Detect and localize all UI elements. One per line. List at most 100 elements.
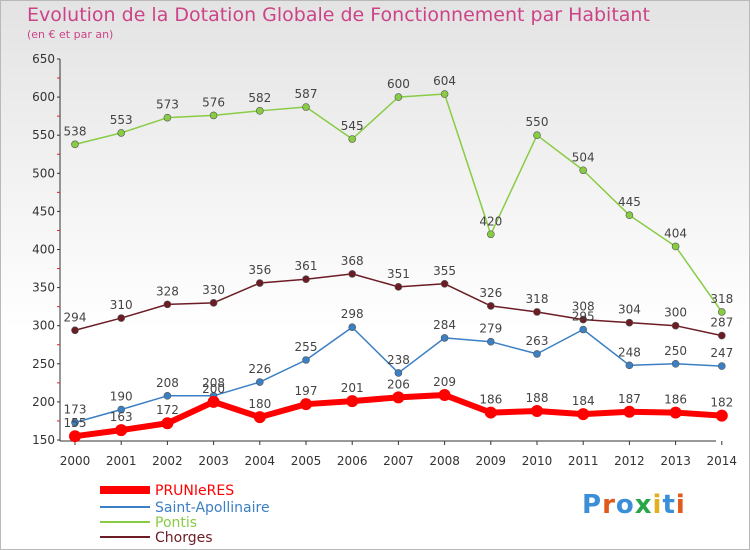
data-point (207, 395, 220, 408)
x-tick-label: 2002 (152, 454, 183, 468)
data-point (671, 242, 680, 251)
data-label: 553 (110, 113, 133, 127)
data-label: 600 (387, 77, 410, 91)
y-tick-label: 600 (32, 90, 55, 104)
data-point (579, 166, 588, 175)
y-tick-label: 250 (32, 357, 55, 371)
data-label: 201 (341, 381, 364, 395)
data-label: 368 (341, 254, 364, 268)
data-label: 200 (202, 382, 225, 396)
data-point (438, 389, 451, 402)
data-point (302, 275, 310, 284)
data-point (69, 430, 81, 443)
data-point (394, 369, 403, 377)
data-label: 172 (156, 403, 179, 417)
data-label: 355 (433, 264, 456, 278)
data-label: 155 (64, 416, 87, 430)
proxiti-logo: Proxiti (582, 490, 686, 520)
x-tick-label: 2005 (291, 454, 322, 468)
x-tick-label: 2010 (522, 454, 553, 468)
data-point (531, 405, 543, 418)
data-point (717, 362, 726, 370)
data-label: 545 (341, 119, 364, 133)
x-tick-label: 2003 (198, 454, 229, 468)
y-tick-label: 350 (32, 281, 55, 295)
data-label: 328 (156, 284, 179, 298)
chart-subtitle: (en € et par an) (27, 28, 114, 41)
data-label: 304 (618, 303, 641, 317)
data-label: 287 (710, 316, 733, 330)
data-point (577, 408, 590, 421)
data-label: 361 (295, 259, 318, 273)
data-point (715, 409, 728, 422)
data-label: 184 (572, 394, 595, 408)
x-tick-label: 2014 (707, 454, 738, 468)
data-point (717, 331, 726, 340)
chart-title: Evolution de la Dotation Globale de Fonc… (27, 4, 650, 26)
data-point (163, 113, 172, 122)
data-label: 186 (479, 393, 502, 407)
logo-text: Proxiti (582, 490, 686, 520)
data-point (486, 337, 495, 346)
data-label: 356 (248, 263, 271, 277)
data-point (255, 107, 264, 115)
data-label: 250 (664, 344, 687, 358)
data-label: 300 (664, 306, 687, 320)
data-label: 182 (710, 396, 733, 410)
data-label: 504 (572, 150, 595, 164)
data-label: 298 (341, 307, 364, 321)
data-point (717, 308, 726, 316)
data-label: 186 (664, 393, 687, 407)
data-point (625, 361, 634, 370)
data-label: 294 (64, 310, 87, 324)
y-tick-label: 500 (32, 166, 55, 180)
x-tick-label: 2000 (60, 454, 91, 468)
data-label: 197 (295, 384, 318, 398)
y-tick-label: 550 (32, 128, 55, 142)
data-label: 295 (572, 310, 595, 324)
y-tick-label: 650 (32, 52, 55, 66)
y-tick-label: 300 (32, 319, 55, 333)
data-point (625, 318, 634, 327)
data-label: 604 (433, 74, 456, 88)
y-tick-label: 400 (32, 243, 55, 257)
x-tick-label: 2009 (476, 454, 507, 468)
data-label: 180 (248, 397, 271, 411)
data-point (392, 391, 405, 404)
data-point (255, 378, 264, 386)
data-label: 351 (387, 267, 410, 281)
data-point (669, 406, 682, 419)
data-label: 318 (526, 292, 549, 306)
data-point (71, 140, 79, 149)
data-label: 263 (526, 334, 549, 348)
data-point (579, 325, 588, 334)
data-label: 318 (710, 292, 733, 306)
data-label: 330 (202, 283, 225, 297)
data-point (115, 424, 128, 437)
data-label: 404 (664, 226, 687, 240)
legend-label: Pontis (155, 515, 197, 531)
data-point (117, 405, 125, 414)
data-point (486, 230, 495, 239)
x-tick-label: 2001 (106, 454, 137, 468)
data-point (300, 398, 312, 411)
data-label: 187 (618, 392, 641, 406)
data-point (163, 300, 172, 309)
data-label: 587 (295, 87, 318, 101)
data-point (255, 279, 264, 287)
data-point (163, 392, 172, 400)
data-point (161, 417, 174, 430)
data-point (348, 323, 357, 332)
data-label: 188 (526, 391, 549, 405)
x-tick-label: 2012 (614, 454, 645, 468)
data-point (671, 321, 680, 330)
data-label: 247 (710, 346, 733, 360)
x-tick-label: 2006 (337, 454, 368, 468)
data-label: 173 (64, 402, 87, 416)
data-point (302, 103, 310, 111)
x-tick-label: 2008 (429, 454, 460, 468)
x-tick-label: 2007 (383, 454, 414, 468)
data-point (484, 406, 497, 419)
x-tick-label: 2013 (660, 454, 691, 468)
y-tick-label: 450 (32, 204, 55, 218)
